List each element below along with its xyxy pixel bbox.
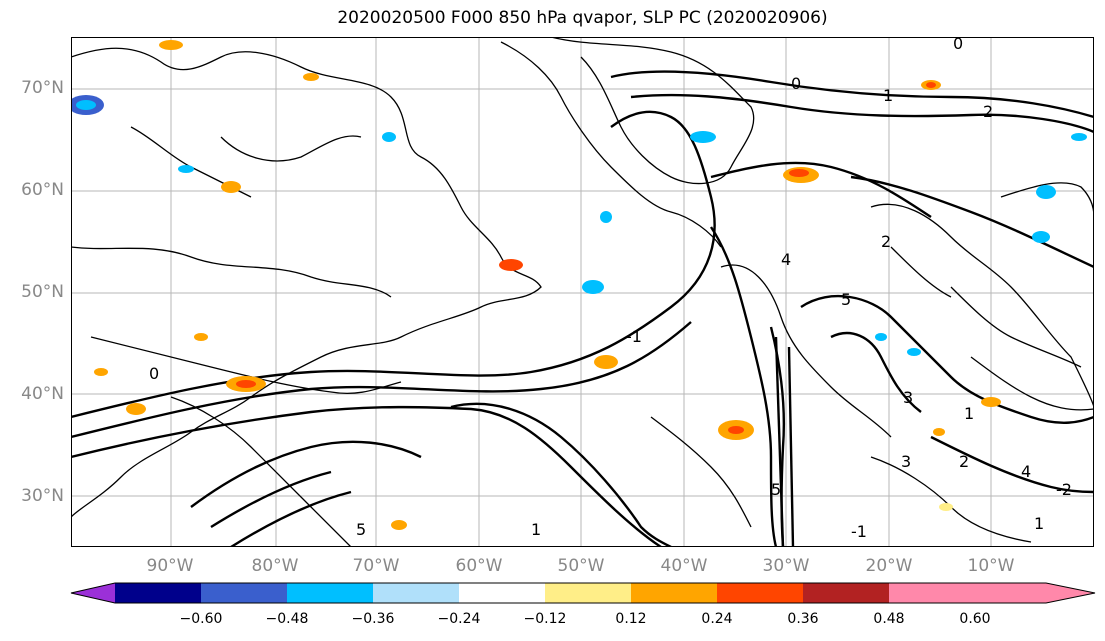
colorbar-extend-max-arrow — [1046, 583, 1095, 603]
colorbar-segment — [287, 583, 373, 603]
contour-label: 4 — [781, 250, 791, 269]
qvapor-shading — [68, 40, 1087, 530]
colorbar-segment — [545, 583, 631, 603]
lon-label-80w: 80°W — [251, 556, 299, 576]
lat-label-70n: 70°N — [21, 78, 64, 98]
contour-label: 3 — [903, 388, 913, 407]
lon-label-70w: 70°W — [352, 556, 400, 576]
contour-label: 1 — [883, 86, 893, 105]
colorbar-segment — [889, 583, 1046, 603]
colorbar-tick: 0.36 — [787, 611, 819, 627]
contour-label: 2 — [983, 102, 993, 121]
colorbar-extend-min-arrow — [71, 583, 115, 603]
lon-label-10w: 10°W — [967, 556, 1015, 576]
colorbar-tick: −0.60 — [179, 611, 223, 627]
contour-label: 1 — [964, 404, 974, 423]
colorbar-segment — [459, 583, 545, 603]
contour-label: 0 — [149, 364, 159, 383]
lat-label-50n: 50°N — [21, 282, 64, 302]
slp-contours — [70, 70, 1095, 549]
lon-label-20w: 20°W — [865, 556, 913, 576]
lon-label-60w: 60°W — [455, 556, 503, 576]
lat-label-40n: 40°N — [21, 384, 64, 404]
lon-label-40w: 40°W — [660, 556, 708, 576]
contour-label: -1 — [626, 327, 642, 346]
colorbar-tick: −0.36 — [351, 611, 395, 627]
colorbar-tick: −0.12 — [523, 611, 567, 627]
colorbar-tick: 0.60 — [959, 611, 991, 627]
contour-labels: 0 0 1 2 2 1 1 2 3 4 5 1 -1 -2 0 3 4 5 5 … — [149, 34, 1072, 541]
lon-label-30w: 30°W — [762, 556, 810, 576]
lon-label-90w: 90°W — [146, 556, 194, 576]
contour-label: 0 — [953, 37, 963, 53]
colorbar-tick: −0.48 — [265, 611, 309, 627]
colorbar-tick: 0.48 — [873, 611, 905, 627]
graticule — [71, 37, 1094, 547]
colorbar-segment — [201, 583, 287, 603]
contour-label: -2 — [1056, 480, 1072, 499]
contour-label: 5 — [356, 520, 366, 539]
contour-label: 0 — [791, 74, 801, 93]
colorbar-segment — [717, 583, 803, 603]
contour-label: 4 — [1021, 462, 1031, 481]
coastlines — [70, 36, 1095, 548]
lat-label-30n: 30°N — [21, 486, 64, 506]
colorbar — [70, 582, 1096, 604]
map-canvas: 0 0 1 2 2 1 1 2 3 4 5 1 -1 -2 0 3 4 5 5 … — [68, 34, 1095, 549]
colorbar-segment — [803, 583, 889, 603]
colorbar-tick: 0.24 — [701, 611, 733, 627]
contour-label: 1 — [531, 520, 541, 539]
contour-label: 5 — [841, 290, 851, 309]
contour-label: 2 — [959, 452, 969, 471]
colorbar-segment — [631, 583, 717, 603]
lat-label-60n: 60°N — [21, 180, 64, 200]
contour-label: -1 — [851, 522, 867, 541]
map-frame — [71, 37, 1094, 547]
map-title: 2020020500 F000 850 hPa qvapor, SLP PC (… — [337, 8, 828, 28]
map-panel[interactable]: 0 0 1 2 2 1 1 2 3 4 5 1 -1 -2 0 3 4 5 5 … — [68, 34, 1095, 549]
lon-label-50w: 50°W — [557, 556, 605, 576]
contour-label: 2 — [881, 232, 891, 251]
contour-label: 5 — [771, 480, 781, 499]
colorbar-segment — [115, 583, 201, 603]
colorbar-segment — [373, 583, 459, 603]
contour-label: 3 — [901, 452, 911, 471]
colorbar-tick: 0.12 — [615, 611, 647, 627]
contour-label: 1 — [1034, 514, 1044, 533]
colorbar-tick: −0.24 — [437, 611, 481, 627]
